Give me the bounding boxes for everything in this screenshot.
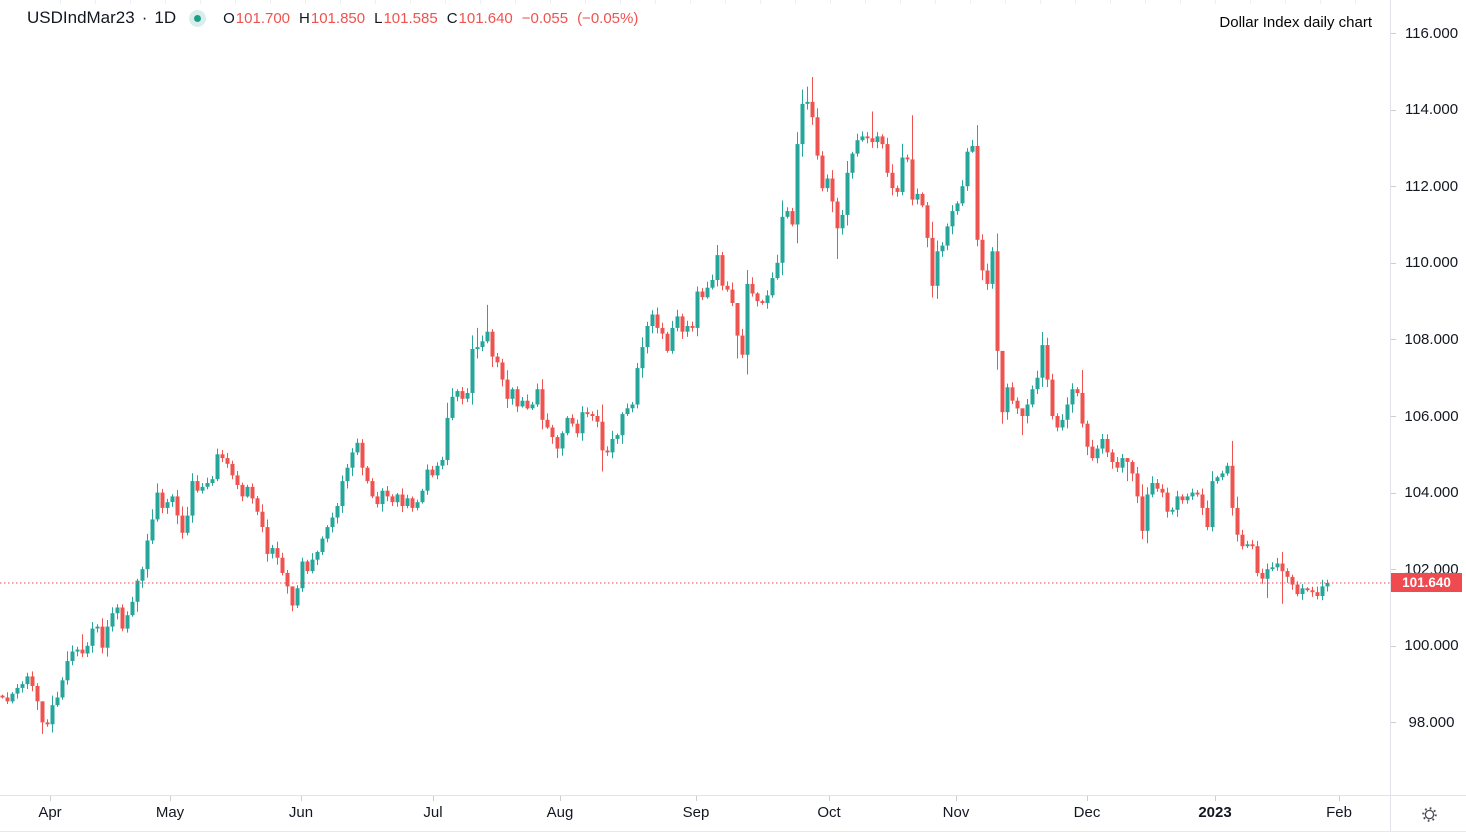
change-percent: (−0.05%) <box>577 9 639 27</box>
time-tick-label: Feb <box>1326 804 1352 821</box>
price-tick-mark <box>1391 186 1396 187</box>
time-tick-mark <box>1339 796 1340 801</box>
bottom-border <box>0 831 1466 832</box>
time-tick-label: Aug <box>546 804 574 821</box>
time-tick-label: Oct <box>817 804 841 821</box>
time-tick-mark <box>433 796 434 801</box>
price-tick-label: 104.000 <box>1404 484 1459 502</box>
price-tick-label: 106.000 <box>1404 407 1459 425</box>
candlestick-chart[interactable] <box>0 0 1390 795</box>
time-tick-label: Jul <box>423 804 443 821</box>
market-status-icon[interactable] <box>189 9 207 27</box>
change-value: −0.055 <box>521 9 569 27</box>
time-tick-label: May <box>155 804 185 821</box>
time-tick-mark <box>956 796 957 801</box>
price-tick-label: 110.000 <box>1404 254 1459 272</box>
price-tick-label: 112.000 <box>1404 177 1459 195</box>
ohlc-readout: O 101.700 H 101.850 L 101.585 C 101.640 … <box>223 10 638 27</box>
time-tick-label: Jun <box>288 804 314 821</box>
axis-settings-corner[interactable] <box>1390 795 1466 832</box>
price-tick-label: 102.000 <box>1404 560 1459 578</box>
time-tick-label: Sep <box>682 804 710 821</box>
price-tick-label: 108.000 <box>1404 330 1459 348</box>
price-tick-mark <box>1391 110 1396 111</box>
open-value: 101.700 <box>235 9 291 27</box>
time-tick-mark <box>50 796 51 801</box>
high-value: 101.850 <box>310 9 366 27</box>
time-tick-mark <box>301 796 302 801</box>
time-tick-label: Dec <box>1073 804 1101 821</box>
time-tick-label: Nov <box>942 804 970 821</box>
symbol-name[interactable]: USDIndMar23 <box>27 8 135 27</box>
time-tick-mark <box>1087 796 1088 801</box>
close-value: 101.640 <box>458 9 513 27</box>
chart-watermark: Dollar Index daily chart <box>1219 14 1372 31</box>
price-tick-mark <box>1391 646 1396 647</box>
weekly-gridline-stubs <box>60 0 1390 4</box>
open-label: O <box>223 9 235 27</box>
low-value: 101.585 <box>383 9 438 27</box>
settings-gear-icon[interactable] <box>1421 806 1438 823</box>
last-price-label: 101.640 <box>1391 573 1462 593</box>
interval-label[interactable]: 1D <box>154 8 177 27</box>
time-tick-mark <box>1215 796 1216 801</box>
time-tick-mark <box>170 796 171 801</box>
price-tick-mark <box>1391 493 1396 494</box>
high-label: H <box>299 9 310 27</box>
time-tick-mark <box>829 796 830 801</box>
price-tick-mark <box>1391 339 1396 340</box>
price-tick-label: 100.000 <box>1404 637 1459 655</box>
price-tick-mark <box>1391 569 1396 570</box>
time-tick-label: 2023 <box>1198 804 1232 821</box>
price-tick-mark <box>1391 33 1396 34</box>
price-tick-label: 98.000 <box>1408 713 1455 731</box>
time-tick-mark <box>696 796 697 801</box>
chart-header: USDIndMar23 · 1D O 101.700 H 101.850 L 1… <box>27 7 638 29</box>
price-axis[interactable]: 101.640 116.000 114.000 112.000 110.000 108.… <box>1390 0 1466 831</box>
close-label: C <box>446 9 458 27</box>
time-tick-label: Apr <box>38 804 62 821</box>
price-tick-label: 114.000 <box>1404 101 1459 119</box>
price-tick-mark <box>1391 416 1396 417</box>
low-label: L <box>374 9 383 27</box>
time-axis[interactable]: Apr May Jun Jul Aug Sep Oct Nov Dec 2023 Feb <box>0 795 1390 832</box>
price-tick-mark <box>1391 722 1396 723</box>
price-tick-mark <box>1391 263 1396 264</box>
price-tick-label: 116.000 <box>1404 24 1459 42</box>
time-tick-mark <box>560 796 561 801</box>
symbol-interval-separator: · <box>141 8 148 27</box>
